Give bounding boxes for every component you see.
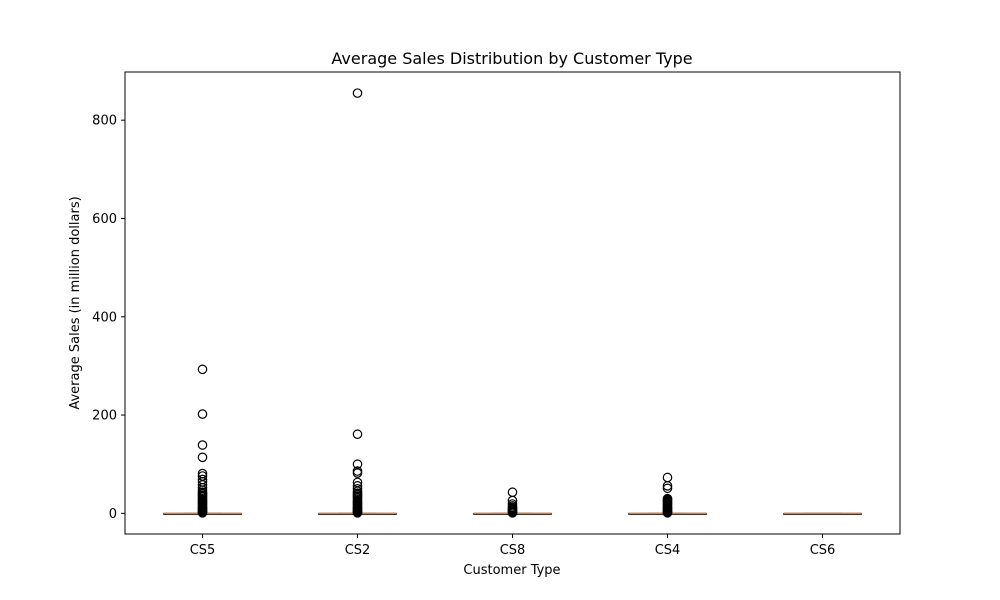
- x-tick-label: CS5: [190, 543, 216, 558]
- outlier-point: [662, 481, 673, 491]
- x-tick-label: CS8: [500, 543, 526, 558]
- outlier-point: [352, 88, 363, 98]
- y-tick-label: 0: [109, 507, 117, 522]
- outlier-point: [197, 452, 208, 463]
- y-axis-label: Average Sales (in million dollars): [68, 196, 83, 409]
- plot-area-frame: [124, 71, 901, 535]
- outlier-point: [352, 468, 363, 478]
- y-tick-label: 600: [92, 212, 117, 227]
- outlier-point: [352, 429, 363, 440]
- box-CS8: [473, 487, 552, 518]
- x-tick-label: CS2: [345, 543, 371, 558]
- x-axis-label: Customer Type: [463, 563, 560, 578]
- box-CS5: [163, 364, 242, 518]
- outlier-point: [507, 508, 518, 518]
- outlier-point: [197, 440, 208, 450]
- x-tick-label: CS6: [810, 543, 836, 558]
- box-CS4: [628, 472, 707, 518]
- chart-title: Average Sales Distribution by Customer T…: [331, 49, 692, 68]
- y-tick-label: 400: [92, 310, 117, 325]
- y-tick-label: 800: [92, 114, 117, 129]
- boxes-group: [163, 88, 862, 518]
- outlier-point: [197, 409, 208, 419]
- outlier-point: [352, 508, 363, 518]
- outlier-point: [197, 364, 208, 375]
- outlier-point: [662, 472, 673, 483]
- y-tick-label: 200: [92, 409, 117, 424]
- outlier-point: [662, 508, 673, 518]
- outlier-point: [507, 487, 518, 498]
- box-CS6: [783, 512, 862, 515]
- box-CS2: [318, 88, 397, 518]
- x-axis: CS5 CS2 CS8 CS4 CS6: [190, 534, 836, 558]
- outlier-point: [197, 508, 208, 518]
- outlier-point: [662, 483, 673, 494]
- x-tick-label: CS4: [655, 543, 681, 558]
- y-axis: 0 200 400 600 800: [92, 114, 125, 522]
